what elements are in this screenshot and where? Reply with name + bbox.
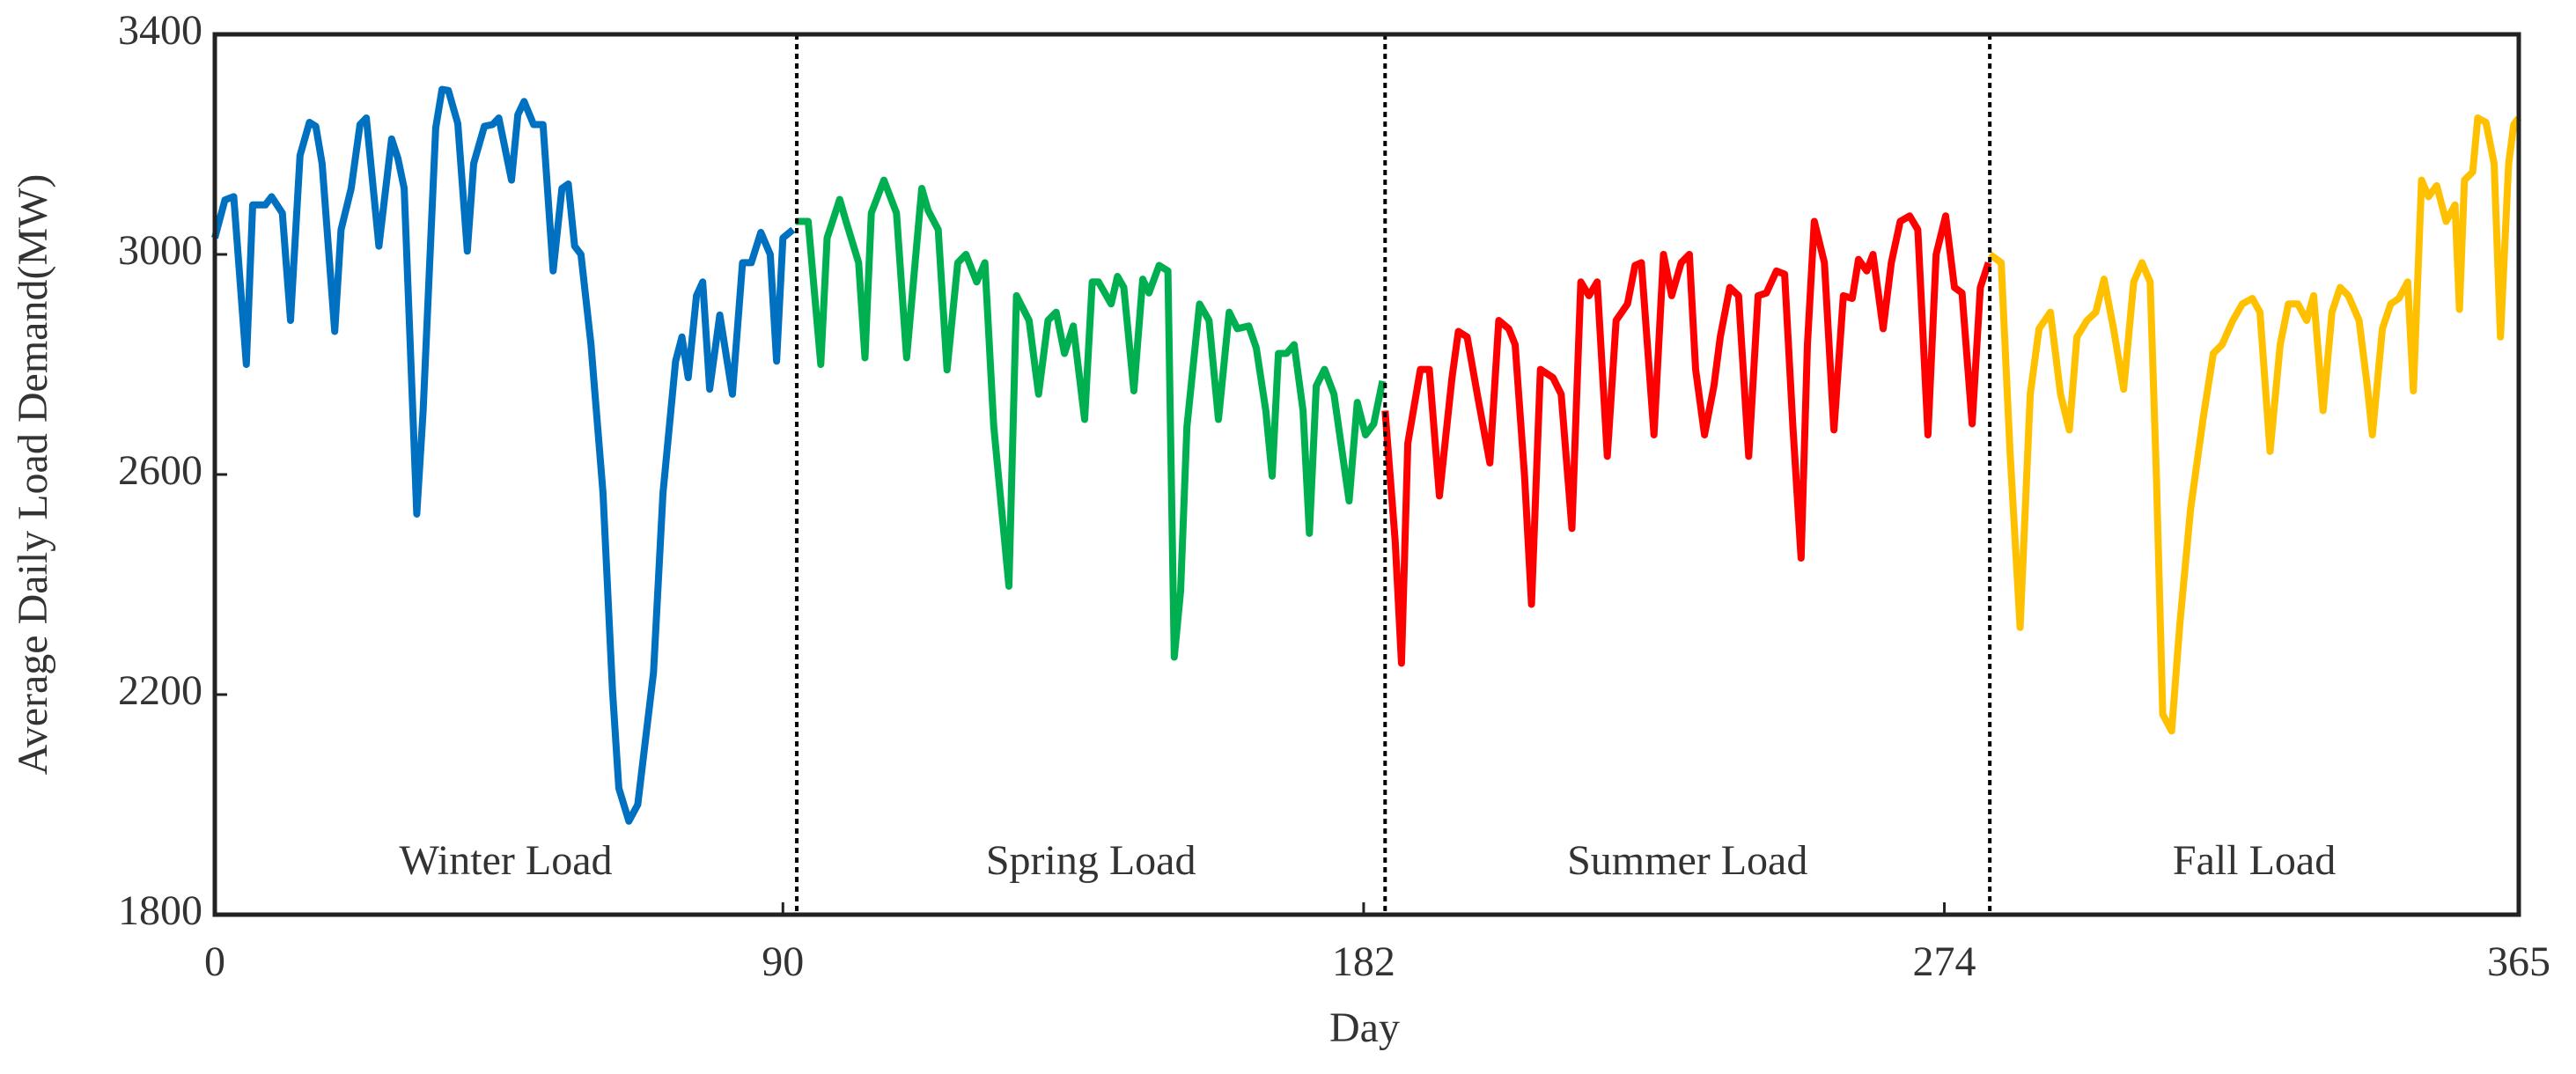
- x-tick-label: 182: [1332, 938, 1395, 985]
- season-label: Fall Load: [2173, 837, 2336, 884]
- x-tick-label: 0: [204, 938, 225, 985]
- x-tick-label: 90: [762, 938, 804, 985]
- season-label: Summer Load: [1567, 837, 1807, 884]
- y-axis-title: Average Daily Load Demand(MW): [10, 174, 56, 776]
- line: [1987, 114, 2522, 735]
- x-axis-title: Day: [1329, 1004, 1400, 1051]
- line: [211, 85, 796, 825]
- y-tick-label: 2200: [118, 667, 202, 714]
- y-tick-label: 3400: [118, 7, 202, 54]
- y-tick-label: 3000: [118, 227, 202, 274]
- x-tick-label: 365: [2487, 938, 2550, 985]
- season-label: Spring Load: [986, 837, 1196, 884]
- season-label: Winter Load: [400, 837, 613, 884]
- x-tick-label: 274: [1913, 938, 1976, 985]
- y-tick-label: 1800: [118, 887, 202, 934]
- line: [795, 176, 1387, 661]
- line: [1381, 212, 1992, 667]
- y-tick-label: 2600: [118, 447, 202, 494]
- plot-frame: [212, 32, 2521, 917]
